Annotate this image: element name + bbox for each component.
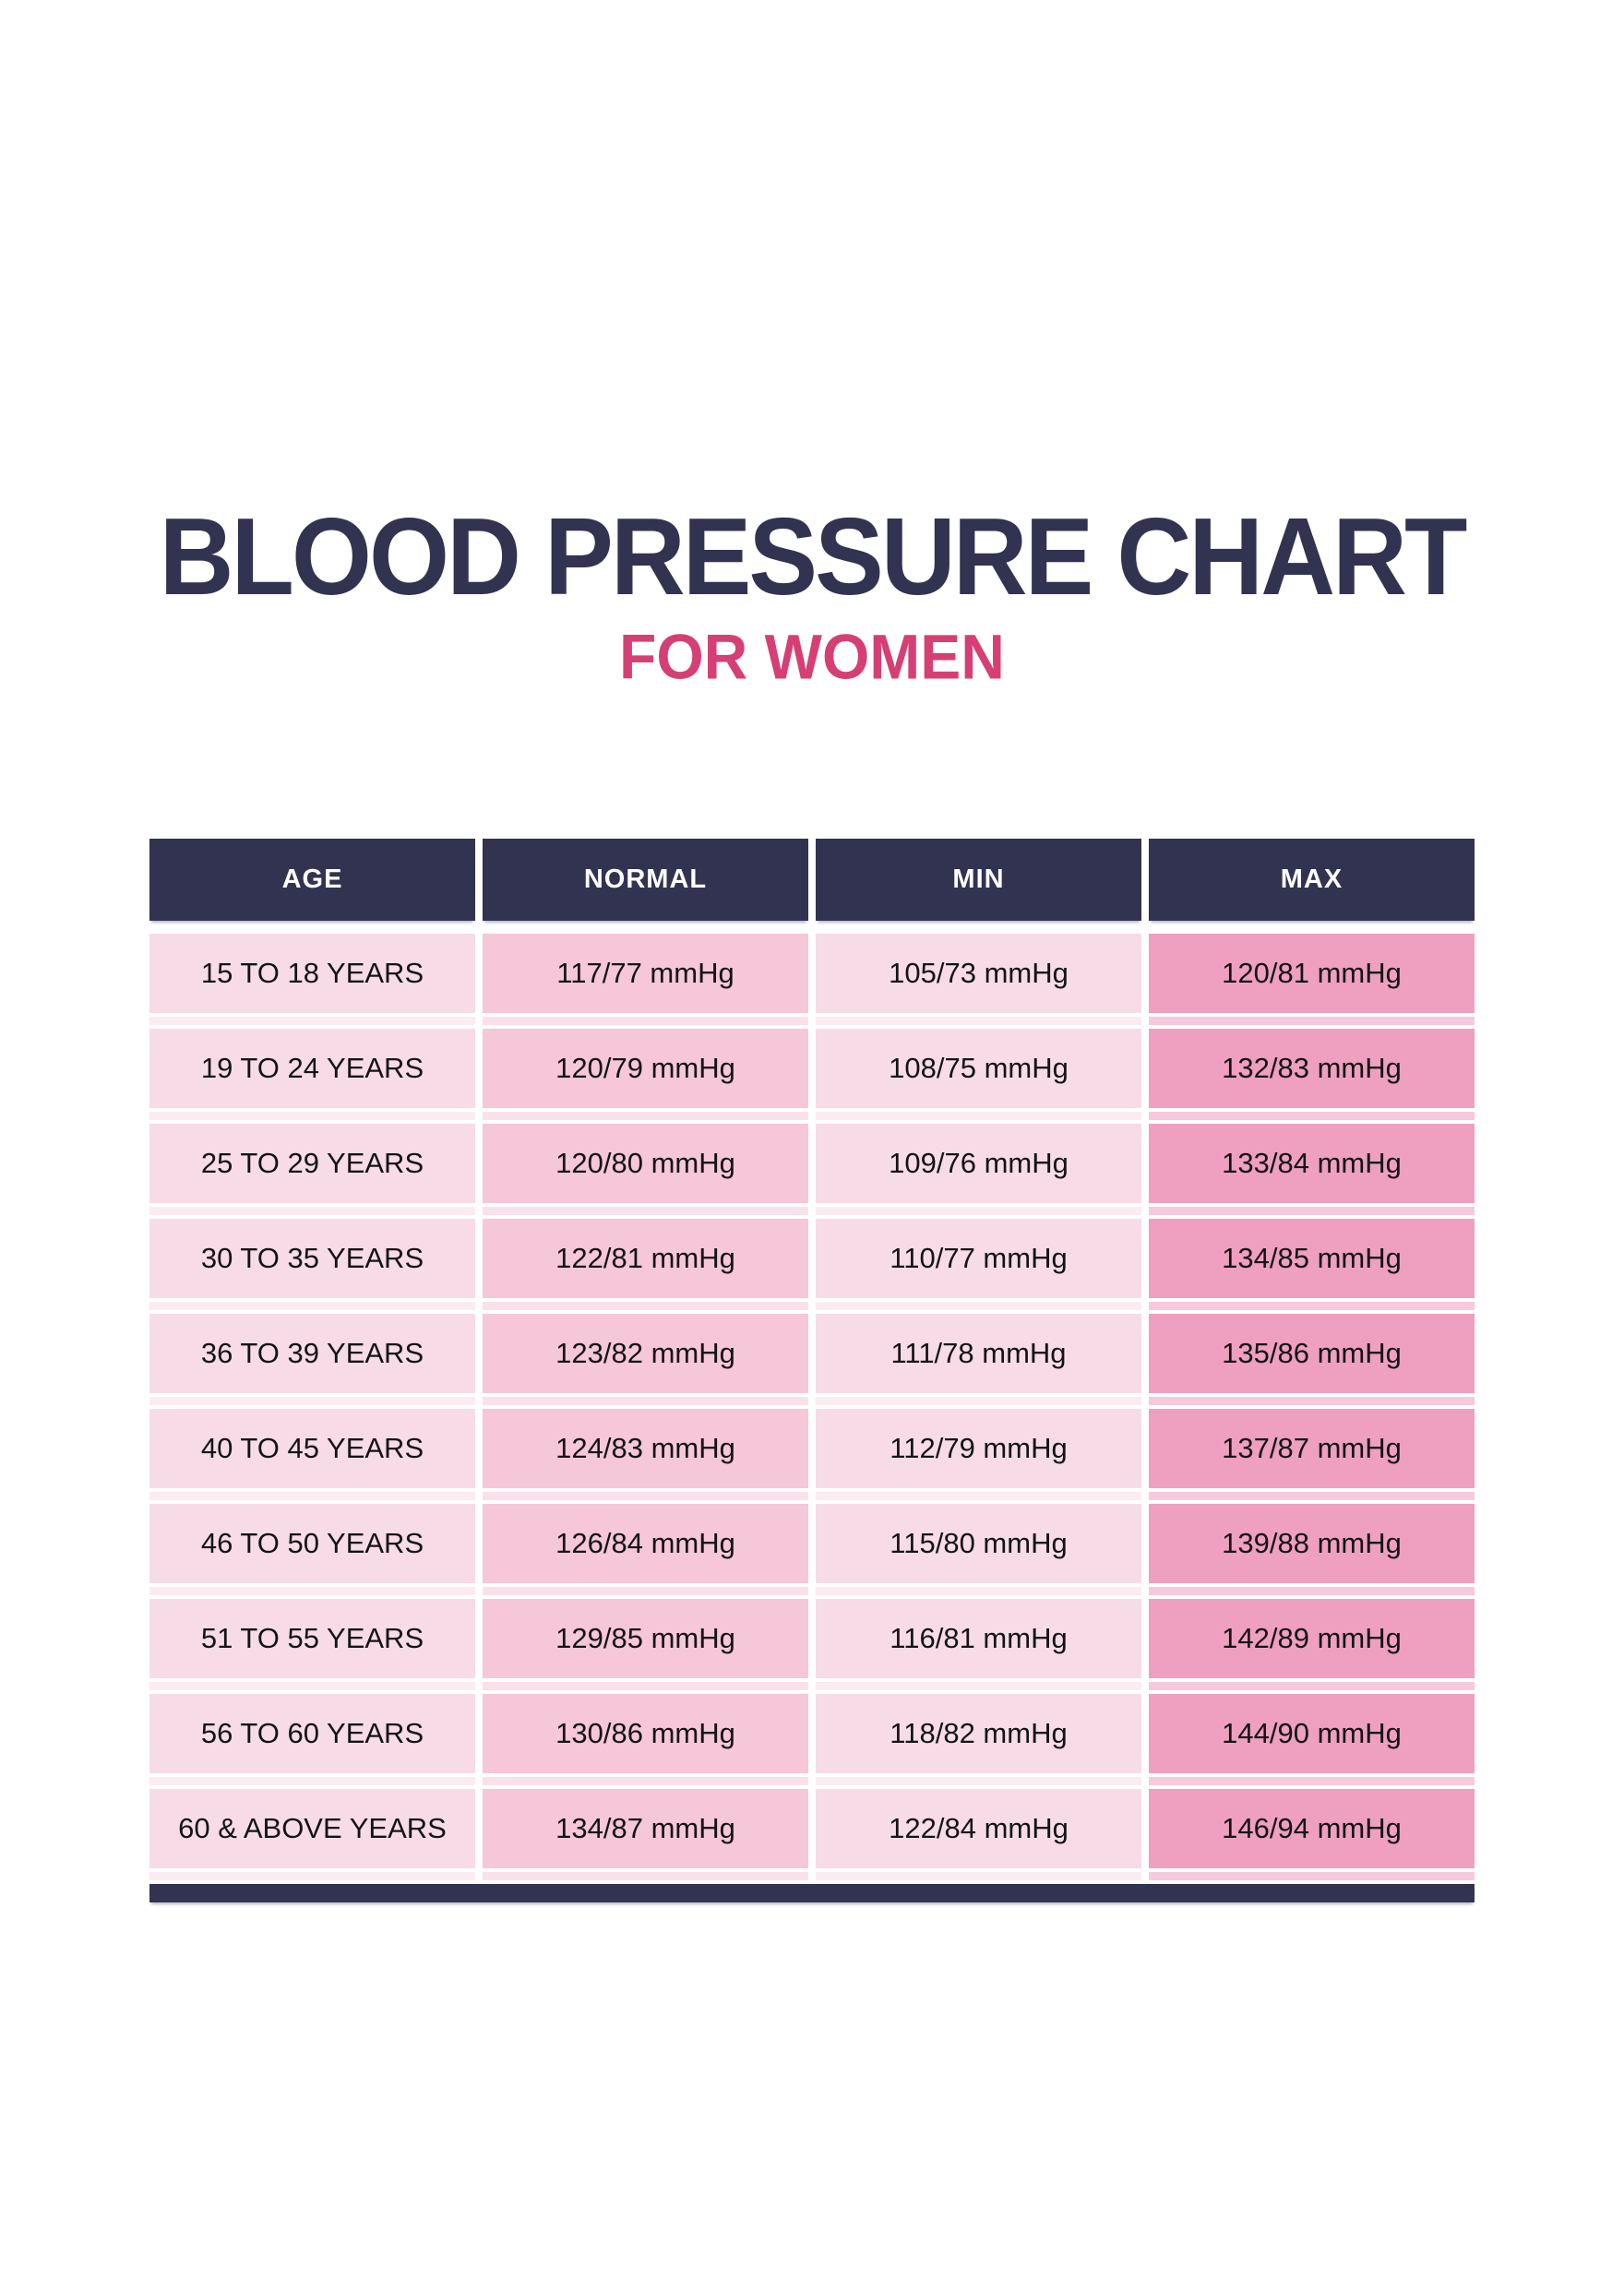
cell-max: 139/88 mmHg <box>1149 1504 1475 1595</box>
header-cell-min: MIN <box>816 839 1141 921</box>
cell-normal: 120/80 mmHg <box>483 1124 808 1215</box>
cell-max: 120/81 mmHg <box>1149 934 1475 1025</box>
cell-min: 122/84 mmHg <box>816 1789 1141 1880</box>
cell-age: 15 TO 18 YEARS <box>149 934 475 1025</box>
table-row: 36 TO 39 YEARS 123/82 mmHg 111/78 mmHg 1… <box>149 1314 1475 1405</box>
table-row: 30 TO 35 YEARS 122/81 mmHg 110/77 mmHg 1… <box>149 1219 1475 1310</box>
cell-normal: 123/82 mmHg <box>483 1314 808 1405</box>
cell-min: 105/73 mmHg <box>816 934 1141 1025</box>
table-row: 60 & ABOVE YEARS 134/87 mmHg 122/84 mmHg… <box>149 1789 1475 1880</box>
cell-max: 142/89 mmHg <box>1149 1599 1475 1690</box>
cell-normal: 117/77 mmHg <box>483 934 808 1025</box>
cell-max: 134/85 mmHg <box>1149 1219 1475 1310</box>
cell-max: 132/83 mmHg <box>1149 1029 1475 1120</box>
cell-normal: 124/83 mmHg <box>483 1409 808 1500</box>
cell-normal: 129/85 mmHg <box>483 1599 808 1690</box>
cell-max: 137/87 mmHg <box>1149 1409 1475 1500</box>
cell-max: 135/86 mmHg <box>1149 1314 1475 1405</box>
cell-min: 109/76 mmHg <box>816 1124 1141 1215</box>
page-title: BLOOD PRESSURE CHART <box>159 495 1468 618</box>
cell-min: 115/80 mmHg <box>816 1504 1141 1595</box>
cell-age: 19 TO 24 YEARS <box>149 1029 475 1120</box>
table-row: 51 TO 55 YEARS 129/85 mmHg 116/81 mmHg 1… <box>149 1599 1475 1690</box>
header-cell-max: MAX <box>1149 839 1475 921</box>
table-row: 15 TO 18 YEARS 117/77 mmHg 105/73 mmHg 1… <box>149 934 1475 1025</box>
cell-normal: 122/81 mmHg <box>483 1219 808 1310</box>
cell-age: 40 TO 45 YEARS <box>149 1409 475 1500</box>
cell-age: 56 TO 60 YEARS <box>149 1694 475 1785</box>
table-row: 56 TO 60 YEARS 130/86 mmHg 118/82 mmHg 1… <box>149 1694 1475 1785</box>
cell-min: 116/81 mmHg <box>816 1599 1141 1690</box>
cell-normal: 126/84 mmHg <box>483 1504 808 1595</box>
table-row: 19 TO 24 YEARS 120/79 mmHg 108/75 mmHg 1… <box>149 1029 1475 1120</box>
cell-age: 51 TO 55 YEARS <box>149 1599 475 1690</box>
table-footer-bar <box>149 1884 1475 1902</box>
cell-age: 60 & ABOVE YEARS <box>149 1789 475 1880</box>
cell-min: 108/75 mmHg <box>816 1029 1141 1120</box>
cell-max: 133/84 mmHg <box>1149 1124 1475 1215</box>
table-row: 25 TO 29 YEARS 120/80 mmHg 109/76 mmHg 1… <box>149 1124 1475 1215</box>
cell-age: 30 TO 35 YEARS <box>149 1219 475 1310</box>
table-header-row: AGE NORMAL MIN MAX <box>149 839 1475 921</box>
cell-min: 111/78 mmHg <box>816 1314 1141 1405</box>
table-row: 40 TO 45 YEARS 124/83 mmHg 112/79 mmHg 1… <box>149 1409 1475 1500</box>
cell-min: 110/77 mmHg <box>816 1219 1141 1310</box>
cell-max: 144/90 mmHg <box>1149 1694 1475 1785</box>
bp-table: AGE NORMAL MIN MAX 15 TO 18 YEARS 117/77… <box>149 839 1475 1902</box>
cell-age: 46 TO 50 YEARS <box>149 1504 475 1595</box>
cell-normal: 120/79 mmHg <box>483 1029 808 1120</box>
cell-age: 25 TO 29 YEARS <box>149 1124 475 1215</box>
header-cell-normal: NORMAL <box>483 839 808 921</box>
cell-min: 118/82 mmHg <box>816 1694 1141 1785</box>
table-row: 46 TO 50 YEARS 126/84 mmHg 115/80 mmHg 1… <box>149 1504 1475 1595</box>
cell-min: 112/79 mmHg <box>816 1409 1141 1500</box>
cell-normal: 134/87 mmHg <box>483 1789 808 1880</box>
cell-normal: 130/86 mmHg <box>483 1694 808 1785</box>
cell-max: 146/94 mmHg <box>1149 1789 1475 1880</box>
cell-age: 36 TO 39 YEARS <box>149 1314 475 1405</box>
page-subtitle: FOR WOMEN <box>619 621 1005 692</box>
header-cell-age: AGE <box>149 839 475 921</box>
